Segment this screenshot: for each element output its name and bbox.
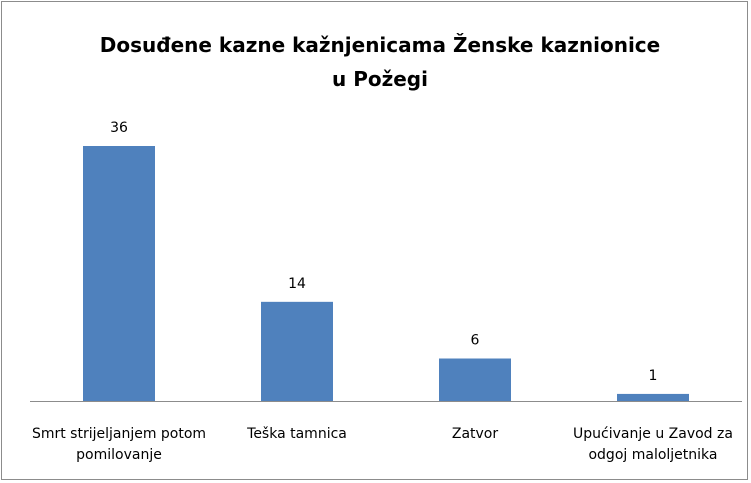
data-label: 36 <box>110 120 128 136</box>
x-tick-label: Smrt strijeljanjem potom pomilovanje <box>31 426 207 463</box>
bar <box>261 301 333 401</box>
data-label: 6 <box>471 333 480 349</box>
x-tick-label: Teška tamnica <box>247 426 347 442</box>
x-tick-label: Upućivanje u Zavod za odgoj maloljetnika <box>573 426 733 463</box>
bar <box>83 146 155 401</box>
bar <box>617 393 689 401</box>
data-label: 14 <box>288 276 306 292</box>
bar <box>439 358 511 401</box>
chart-title: Dosuđene kazne kažnjenicama Ženske kazni… <box>99 33 661 91</box>
data-label: 1 <box>649 368 658 384</box>
x-tick-label: Zatvor <box>451 426 499 442</box>
